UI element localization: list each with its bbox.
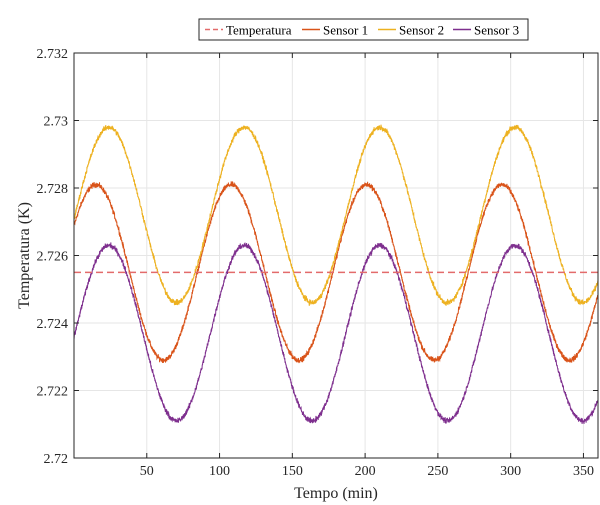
y-tick-label: 2.722 xyxy=(37,385,69,400)
x-tick-label: 250 xyxy=(427,464,448,479)
legend-box xyxy=(198,18,529,41)
legend-label: Temperatura xyxy=(226,23,292,38)
y-tick-label: 2.72 xyxy=(44,452,69,467)
legend-label: Sensor 3 xyxy=(474,23,519,38)
y-tick-label: 2.732 xyxy=(37,47,69,62)
x-tick-label: 350 xyxy=(573,464,594,479)
x-tick-label: 300 xyxy=(500,464,521,479)
y-tick-label: 2.728 xyxy=(37,182,69,197)
tick-labels: 50 100 150 200 250 300 350 2.72 2.722 2.724 2.726 2… xyxy=(37,47,594,479)
plot-lines xyxy=(73,124,599,424)
series-line-sensor-2 xyxy=(73,124,599,306)
x-tick-label: 100 xyxy=(209,464,230,479)
x-tick-label: 50 xyxy=(140,464,154,479)
y-tick-label: 2.724 xyxy=(37,317,69,332)
x-tick-label: 200 xyxy=(355,464,376,479)
x-tick-label: 150 xyxy=(282,464,303,479)
y-tick-label: 2.73 xyxy=(44,115,69,130)
y-tick-label: 2.726 xyxy=(37,250,69,265)
legend-label: Sensor 2 xyxy=(399,23,444,38)
ticks xyxy=(74,52,598,459)
series-line-sensor-1 xyxy=(73,180,599,364)
series-line-sensor-3 xyxy=(73,242,599,424)
x-axis-label: Tempo (min) xyxy=(294,485,378,502)
y-axis-label: Temperatura (K) xyxy=(16,202,33,309)
legend: Temperatura Sensor 1 Sensor 2 Sensor 3 xyxy=(198,18,529,41)
legend-label: Sensor 1 xyxy=(323,23,368,38)
